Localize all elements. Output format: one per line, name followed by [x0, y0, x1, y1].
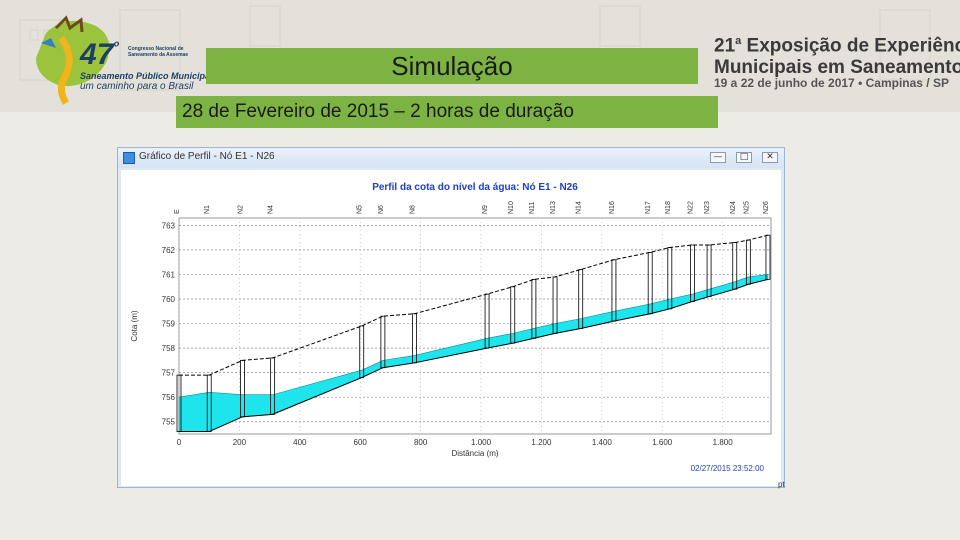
- app-icon: [123, 152, 135, 164]
- node-label: N14: [576, 201, 583, 214]
- manhole-e: [176, 374, 182, 432]
- manhole-n10: [510, 286, 516, 344]
- manhole-n16: [611, 259, 617, 322]
- node-label: N5: [357, 205, 364, 214]
- node-label: N2: [237, 205, 244, 214]
- chart-area: 755 756 757 758 759 760 761 762 763 0 200 400 600 800…: [121, 170, 781, 486]
- node-label: N22: [687, 201, 694, 214]
- logo-tagline-2: um caminho para o Brasil: [80, 81, 194, 92]
- x-tick-label: 600: [354, 438, 368, 447]
- y-tick-label: 761: [162, 270, 176, 279]
- profile-chart: 755 756 757 758 759 760 761 762 763 0 200 400 600 800…: [130, 182, 772, 473]
- ground-line: [179, 234, 769, 376]
- manhole-n17: [647, 251, 653, 315]
- node-label: N26: [763, 201, 770, 214]
- manhole-n9: [484, 293, 490, 349]
- y-tick-label: 756: [162, 393, 176, 402]
- logo-tagline-1: Saneamento Público Municipal:: [80, 71, 216, 81]
- node-label: N4: [268, 205, 275, 214]
- manhole-n1: [206, 374, 212, 432]
- node-label: N9: [482, 205, 489, 214]
- manhole-n22: [690, 244, 695, 302]
- close-button[interactable]: ✕: [762, 152, 778, 163]
- manhole-n23: [706, 244, 712, 297]
- manhole-n13: [552, 276, 558, 334]
- node-label: N17: [645, 201, 652, 214]
- header-banner: 47º Congresso Nacional de Saneamento da …: [0, 0, 960, 112]
- chart-title: Perfil da cota do nível da água: Nó E1 -…: [372, 182, 578, 193]
- x-tick-label: 1.600: [652, 438, 673, 447]
- slide-subtitle: 28 de Fevereiro de 2015 – 2 horas de dur…: [182, 101, 574, 122]
- y-tick-label: 759: [162, 320, 176, 329]
- node-label: N1: [204, 205, 211, 214]
- manhole-n8: [412, 313, 417, 364]
- node-label: N24: [730, 201, 737, 214]
- node-label: N23: [704, 201, 711, 214]
- node-label: E: [174, 209, 181, 214]
- manhole-n25: [745, 239, 751, 285]
- x-axis-label: Distância (m): [451, 449, 498, 458]
- corner-label: pt: [778, 480, 785, 489]
- slide-subtitle-box: 28 de Fevereiro de 2015 – 2 horas de dur…: [176, 96, 718, 128]
- node-label: N11: [529, 202, 536, 214]
- logo-number: 47º: [80, 38, 119, 71]
- minimize-button[interactable]: —: [710, 152, 726, 163]
- manhole-n4: [270, 357, 276, 415]
- node-label: N13: [550, 201, 557, 214]
- manhole-n24: [732, 242, 738, 290]
- y-tick-label: 762: [162, 246, 176, 255]
- y-tick-label: 760: [162, 295, 176, 304]
- manhole-n6: [380, 315, 386, 369]
- banner-pattern: [19, 5, 931, 91]
- node-label: N25: [743, 201, 750, 214]
- x-tick-label: 1.200: [531, 438, 552, 447]
- manhole-n14: [578, 269, 584, 329]
- slide-title-box: Simulação: [206, 48, 698, 84]
- congress-logo: [36, 15, 110, 105]
- node-label: N8: [410, 205, 417, 214]
- node-label: N10: [508, 201, 515, 214]
- x-tick-label: 1.400: [592, 438, 613, 447]
- profile-graph-window: Gráfico de Perfil - Nó E1 - N26 — □ ✕ 75…: [117, 147, 785, 488]
- x-tick-label: 800: [414, 438, 428, 447]
- exposition-title: 21a Exposição de Experiências Municipais…: [714, 35, 960, 79]
- manhole-n18: [667, 247, 673, 310]
- maximize-button[interactable]: □: [736, 152, 752, 163]
- node-label: N16: [609, 201, 616, 214]
- manhole-n5: [359, 325, 365, 378]
- y-tick-label: 763: [162, 221, 176, 230]
- y-tick-label: 758: [162, 344, 176, 353]
- x-tick-label: 1.800: [713, 438, 734, 447]
- logo-congress-text: Congresso Nacional de Saneamento da Asse…: [128, 46, 189, 58]
- slide-title: Simulação: [391, 51, 513, 81]
- exposition-date: 19 a 22 de junho de 2017 • Campinas / SP: [714, 76, 949, 90]
- manhole-n11: [531, 278, 537, 339]
- window-title: Gráfico de Perfil - Nó E1 - N26: [139, 151, 275, 162]
- y-axis-label: Cota (m): [130, 310, 139, 341]
- node-label: N6: [378, 205, 385, 214]
- x-tick-label: 200: [233, 438, 247, 447]
- y-tick-label: 755: [162, 418, 176, 427]
- manhole-n2: [240, 359, 245, 418]
- x-tick-label: 400: [293, 438, 307, 447]
- chart-timestamp: 02/27/2015 23:52:00: [691, 464, 765, 473]
- y-tick-label: 757: [162, 369, 176, 378]
- x-tick-label: 0: [177, 438, 182, 447]
- x-tick-label: 1.000: [471, 438, 492, 447]
- window-titlebar[interactable]: Gráfico de Perfil - Nó E1 - N26 — □ ✕: [118, 148, 784, 168]
- manhole-n26: [765, 234, 771, 280]
- node-label: N18: [665, 201, 672, 214]
- pipe-invert-line: [179, 278, 769, 433]
